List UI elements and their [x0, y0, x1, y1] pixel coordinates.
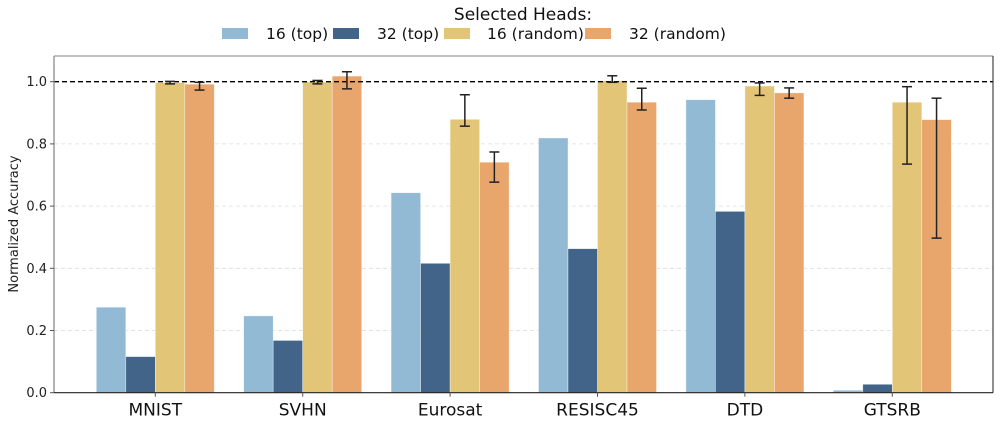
y-tick-label: 0.4 [26, 262, 47, 277]
bar-mnist-32-top [125, 356, 156, 393]
bar-svhn-16-random [302, 81, 333, 393]
legend-item: 32 (random) [585, 25, 726, 43]
legend-title: Selected Heads: [454, 5, 592, 25]
bar-gtsrb-32-top [862, 384, 893, 394]
legend: Selected Heads: 16 (top) 32 (top) 16 (rand… [222, 5, 726, 43]
legend-item: 16 (top) [222, 25, 328, 43]
bar-dtd-32-random [774, 92, 805, 393]
error-bar [754, 82, 765, 97]
x-ticks: MNIST SVHN Eurosat RESISC45 DTD GTSRB [129, 392, 921, 421]
legend-label: 16 (top) [266, 25, 328, 43]
bar-mnist-32-random [184, 83, 215, 393]
bar-svhn-32-top [272, 340, 304, 393]
y-tick-label: 0.6 [26, 200, 47, 215]
error-bar [902, 85, 913, 165]
bar-resisc45-16-top [538, 137, 569, 393]
error-bar [194, 81, 205, 91]
error-bar [341, 70, 352, 90]
x-tick-label: SVHN [279, 401, 327, 421]
bars [96, 75, 952, 394]
bar-dtd-16-top [685, 99, 716, 394]
y-ticks: 0.0 0.2 0.4 0.6 0.8 1.0 [26, 75, 54, 401]
legend-swatch [333, 28, 359, 39]
legend-swatch [585, 28, 611, 39]
axes [53, 55, 994, 394]
legend-label: 16 (random) [487, 25, 584, 43]
error-bar [931, 97, 942, 239]
legend-swatch [222, 28, 248, 39]
error-bar [459, 94, 470, 127]
x-tick-label: GTSRB [864, 401, 921, 421]
bar-resisc45-32-top [567, 248, 598, 393]
bar-eurosat-16-top [390, 192, 421, 394]
y-tick-label: 0.2 [26, 324, 47, 339]
bar-mnist-16-top [96, 306, 127, 393]
bar-eurosat-16-random [449, 119, 480, 393]
bar-svhn-16-top [243, 315, 274, 393]
y-tick-label: 1.0 [26, 75, 47, 90]
x-tick-label: RESISC45 [556, 401, 639, 421]
error-bar [784, 87, 795, 99]
bar-eurosat-32-random [479, 161, 510, 393]
error-bar [607, 75, 618, 84]
bar-resisc45-32-random [626, 101, 657, 393]
error-bar [165, 80, 176, 85]
y-axis-label: Normalized Accuracy [7, 155, 22, 293]
bar-mnist-16-random [155, 82, 186, 393]
x-tick-label: DTD [727, 401, 764, 421]
legend-swatch [444, 28, 470, 39]
bar-eurosat-32-top [420, 263, 451, 394]
error-bar [312, 79, 323, 85]
legend-item: 16 (random) [444, 25, 584, 43]
legend-items: 16 (top) 32 (top) 16 (random) 32 (random) [222, 25, 726, 43]
x-tick-label: Eurosat [418, 401, 483, 421]
legend-label: 32 (random) [629, 25, 726, 43]
bar-dtd-32-top [715, 211, 746, 393]
error-bars [165, 70, 942, 239]
error-bar [636, 87, 647, 111]
y-tick-label: 0.8 [26, 137, 47, 152]
bar-dtd-16-random [744, 85, 775, 393]
error-bar [489, 151, 500, 183]
legend-label: 32 (top) [377, 25, 439, 43]
bar-svhn-32-random [331, 75, 363, 393]
bar-resisc45-16-random [597, 80, 628, 394]
y-tick-label: 0.0 [26, 386, 47, 401]
x-tick-label: MNIST [129, 401, 183, 421]
legend-item: 32 (top) [333, 25, 439, 43]
